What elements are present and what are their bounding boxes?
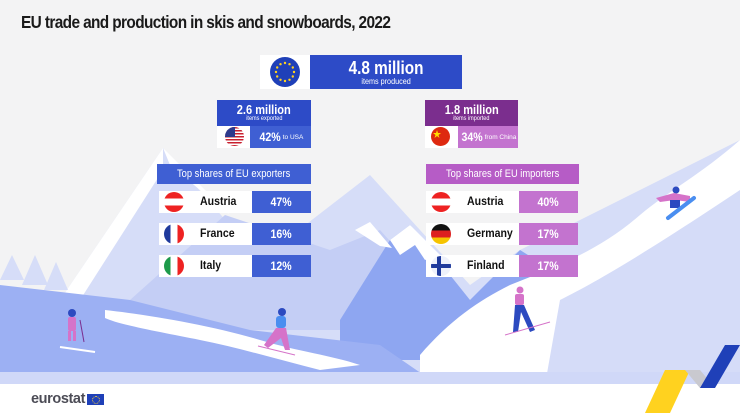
importer-share-box: 17% — [519, 255, 578, 277]
exporters-header-label: Top shares of EU exporters — [177, 168, 291, 180]
eu-flag-icon — [270, 57, 300, 87]
imports-partner-box: 34% from China — [458, 126, 518, 148]
usa-flag-icon — [225, 127, 244, 146]
importer-share-box: 40% — [519, 191, 578, 213]
skier-middle-figure — [257, 308, 296, 356]
page-title: EU trade and production in skis and snow… — [21, 12, 391, 32]
imports-partner-share: 34% — [461, 130, 483, 144]
skier-left-figure — [59, 309, 96, 353]
importer-country: Germany — [467, 226, 513, 240]
importer-country: Finland — [467, 258, 505, 272]
exporter-share: 12% — [270, 259, 293, 273]
exporter-country: France — [200, 226, 235, 240]
importer-share: 17% — [537, 227, 560, 241]
imports-total-box: 1.8 million items imported — [425, 100, 518, 126]
austria-flag-icon — [164, 192, 184, 212]
exporter-country: Austria — [200, 194, 237, 208]
exports-value: 2.6 million — [236, 102, 292, 118]
importer-share-box: 17% — [519, 223, 578, 245]
snowboarder-figure — [656, 186, 696, 220]
exports-partner-label: to USA — [282, 133, 304, 141]
eurostat-logo: eurostat — [31, 391, 105, 407]
imports-partner-label: from China — [484, 133, 517, 141]
exporter-share-box: 47% — [252, 191, 311, 213]
importers-header: Top shares of EU importers — [426, 164, 579, 184]
production-total-box: 4.8 million items produced — [310, 55, 462, 89]
eurostat-logo-text: eurostat — [31, 391, 86, 407]
imports-label: items imported — [453, 115, 490, 123]
italy-flag-icon — [164, 256, 184, 276]
importer-country: Austria — [467, 194, 504, 208]
imports-value: 1.8 million — [444, 102, 499, 118]
importers-header-label: Top shares of EU importers — [445, 168, 560, 180]
production-value: 4.8 million — [348, 57, 424, 78]
exports-label: items exported — [245, 115, 283, 123]
austria-flag-icon — [431, 192, 451, 212]
france-flag-icon — [164, 224, 184, 244]
exports-partner-box: 42% to USA — [250, 126, 311, 148]
exports-partner-share: 42% — [259, 130, 281, 144]
exports-total-box: 2.6 million items exported — [217, 100, 311, 126]
skier-right-figure — [504, 286, 551, 336]
exporter-share-box: 16% — [252, 223, 311, 245]
germany-flag-icon — [431, 224, 451, 244]
finland-flag-icon — [431, 256, 451, 276]
exporters-header: Top shares of EU exporters — [157, 164, 311, 184]
importer-share: 17% — [537, 259, 560, 273]
importer-share: 40% — [537, 195, 560, 209]
exporter-share: 16% — [270, 227, 293, 241]
china-flag-icon — [431, 127, 450, 146]
exporter-country: Italy — [200, 258, 222, 272]
exporter-share-box: 12% — [252, 255, 311, 277]
exporter-share: 47% — [270, 195, 293, 209]
production-label: items produced — [361, 75, 411, 86]
eu-flag-icon — [87, 393, 105, 405]
